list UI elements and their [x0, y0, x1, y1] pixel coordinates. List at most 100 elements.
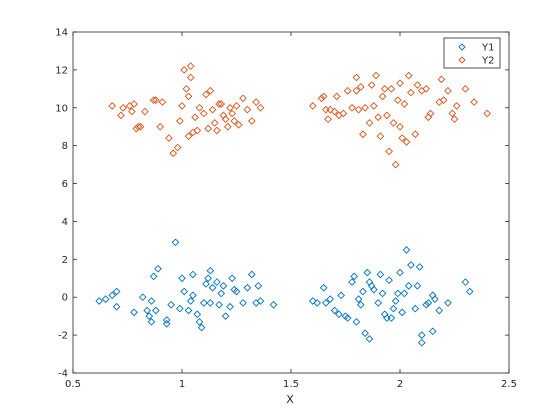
data-point-y2: [308, 102, 317, 110]
data-point-y2: [223, 122, 232, 131]
data-point-y2: [199, 109, 208, 118]
data-point-y1: [417, 331, 426, 339]
data-point-y2: [356, 83, 365, 91]
y-tick-label: 4: [62, 217, 68, 228]
data-point-y2: [396, 122, 404, 131]
data-point-y1: [215, 300, 223, 309]
x-tick-label: 1.5: [283, 379, 299, 390]
data-point-y2: [343, 86, 352, 95]
data-point-y1: [365, 335, 374, 343]
data-point-y2: [374, 113, 383, 122]
data-point-y2: [378, 92, 387, 101]
legend-label-y2: Y2: [481, 56, 494, 67]
data-point-y2: [239, 94, 247, 103]
data-point-y1: [428, 327, 437, 336]
data-point-y2: [413, 81, 422, 89]
data-point-y2: [402, 138, 411, 146]
data-point-y2: [385, 147, 393, 156]
data-point-y1: [178, 274, 186, 283]
data-point-y1: [337, 291, 345, 300]
data-point-y2: [193, 126, 202, 135]
data-point-y2: [252, 98, 260, 106]
data-point-y1: [415, 263, 424, 271]
data-point-y1: [171, 238, 180, 247]
data-point-y2: [226, 103, 234, 112]
data-point-y2: [389, 119, 398, 127]
data-point-y1: [254, 282, 263, 290]
data-point-y1: [206, 299, 215, 307]
legend-label-y1: Y1: [481, 43, 494, 54]
y-tick-label: -2: [58, 331, 68, 342]
data-point-y2: [175, 117, 184, 125]
data-point-y1: [322, 299, 330, 307]
data-point-y1: [217, 289, 226, 298]
data-point-y2: [470, 98, 478, 106]
axes: 0.5 1 1.5 2 2.5 -4 -2 0 2 4 6 8 10 12 14: [55, 28, 517, 391]
data-point-y2: [195, 103, 204, 112]
data-point-y1: [247, 270, 256, 279]
data-point-y1: [444, 299, 452, 307]
data-point-y2: [156, 122, 165, 131]
data-point-y2: [354, 105, 363, 114]
data-point-y1: [189, 270, 197, 279]
data-point-y2: [339, 109, 348, 118]
data-point-y1: [162, 319, 171, 328]
data-point-y1: [145, 312, 154, 321]
data-point-y1: [385, 276, 393, 285]
series-y2: [108, 62, 492, 169]
data-point-y1: [189, 291, 197, 300]
data-point-y2: [243, 105, 252, 114]
data-point-y2: [372, 71, 380, 80]
data-point-y2: [348, 103, 356, 112]
data-point-y2: [391, 160, 400, 169]
data-point-y1: [147, 297, 156, 305]
data-point-y2: [108, 102, 117, 110]
legend-marker-y1: [458, 43, 466, 51]
data-point-y2: [387, 84, 396, 93]
data-point-y2: [367, 81, 376, 89]
data-point-y1: [370, 285, 378, 294]
data-point-y1: [202, 280, 210, 288]
data-point-y1: [435, 306, 444, 315]
data-point-y1: [396, 268, 404, 277]
data-point-y1: [335, 310, 343, 319]
data-point-y1: [354, 295, 363, 303]
data-point-y2: [173, 143, 182, 152]
data-point-y2: [352, 73, 361, 82]
data-point-y2: [184, 92, 193, 101]
data-point-y2: [206, 86, 215, 95]
plot-area: [72, 31, 510, 374]
x-axis-label: X: [286, 393, 294, 406]
data-point-y2: [165, 134, 173, 142]
data-point-y2: [359, 130, 367, 139]
data-point-y1: [143, 306, 151, 315]
data-point-y2: [152, 96, 160, 105]
data-point-y2: [256, 103, 265, 112]
data-point-y2: [158, 98, 167, 106]
data-point-y1: [239, 299, 247, 307]
x-tick-label: 2.5: [501, 379, 517, 390]
y-tick-label: 10: [55, 103, 68, 114]
data-point-y1: [180, 287, 189, 296]
data-point-y2: [400, 100, 409, 108]
data-point-y1: [428, 291, 437, 300]
data-point-y1: [101, 295, 110, 303]
data-point-y2: [232, 102, 241, 110]
data-point-y2: [398, 134, 407, 142]
data-point-y1: [232, 287, 241, 296]
data-point-y1: [404, 282, 413, 290]
data-point-y2: [184, 132, 193, 141]
data-point-y2: [186, 73, 195, 82]
data-point-y2: [217, 100, 226, 108]
data-point-y2: [376, 132, 385, 141]
data-point-y1: [138, 293, 147, 302]
data-point-y1: [374, 299, 383, 307]
y-tick-label: 8: [62, 141, 68, 152]
data-point-y2: [324, 115, 332, 123]
y-tick-label: 0: [62, 293, 68, 304]
data-point-y1: [256, 297, 265, 305]
data-point-y1: [213, 278, 221, 286]
data-point-y2: [332, 92, 341, 101]
